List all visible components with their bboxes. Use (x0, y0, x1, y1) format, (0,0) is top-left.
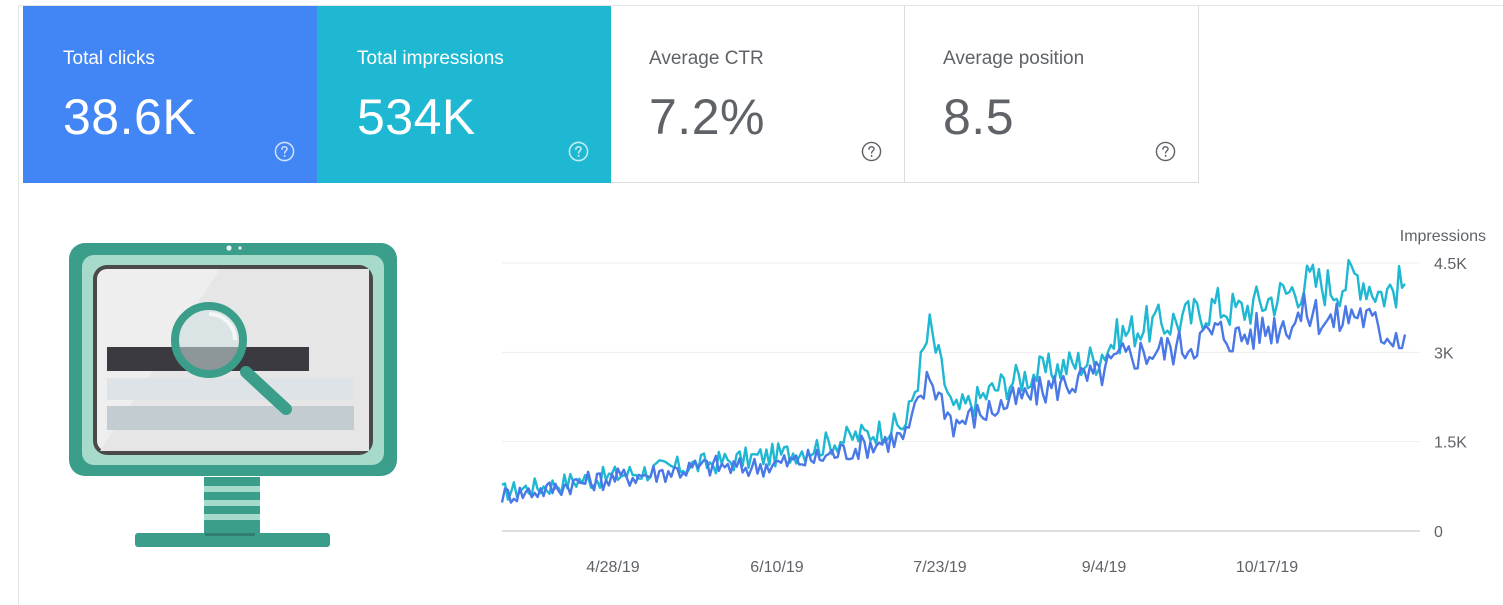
clicks-series-line (500, 292, 1407, 504)
y-axis-title: Impressions (1400, 228, 1486, 245)
y-tick-label: 1.5K (1434, 435, 1467, 452)
metric-value: 8.5 (943, 89, 1015, 145)
metric-card-average-ctr[interactable]: Average CTR 7.2% (611, 6, 905, 183)
metric-card-average-position[interactable]: Average position 8.5 (905, 6, 1199, 183)
metric-value: 534K (357, 89, 476, 145)
metric-card-total-impressions[interactable]: Total impressions 534K (317, 6, 611, 183)
metric-card-total-clicks[interactable]: Total clicks 38.6K (23, 6, 317, 183)
monitor-magnifier-icon (30, 200, 490, 600)
x-tick-label: 9/4/19 (1082, 559, 1127, 576)
metric-label: Average CTR (649, 48, 764, 69)
metric-label: Average position (943, 48, 1085, 69)
help-circle-icon[interactable] (568, 141, 589, 162)
metric-label: Total clicks (63, 48, 155, 69)
y-tick-label: 0 (1434, 524, 1443, 541)
metric-value: 38.6K (63, 89, 197, 145)
x-tick-label: 6/10/19 (750, 559, 803, 576)
help-circle-icon[interactable] (861, 141, 882, 162)
help-circle-icon[interactable] (1155, 141, 1176, 162)
help-circle-icon[interactable] (274, 141, 295, 162)
metric-value: 7.2% (649, 89, 765, 145)
x-tick-label: 4/28/19 (586, 559, 639, 576)
x-tick-label: 7/23/19 (913, 559, 966, 576)
metric-label: Total impressions (357, 48, 504, 69)
metric-cards: Total clicks 38.6K Total impressions 534… (23, 6, 1199, 183)
impressions-series-line (501, 258, 1406, 501)
y-tick-label: 4.5K (1434, 256, 1467, 273)
panel-frame (18, 5, 1503, 605)
x-tick-label: 10/17/19 (1236, 559, 1298, 576)
y-tick-label: 3K (1434, 345, 1454, 362)
